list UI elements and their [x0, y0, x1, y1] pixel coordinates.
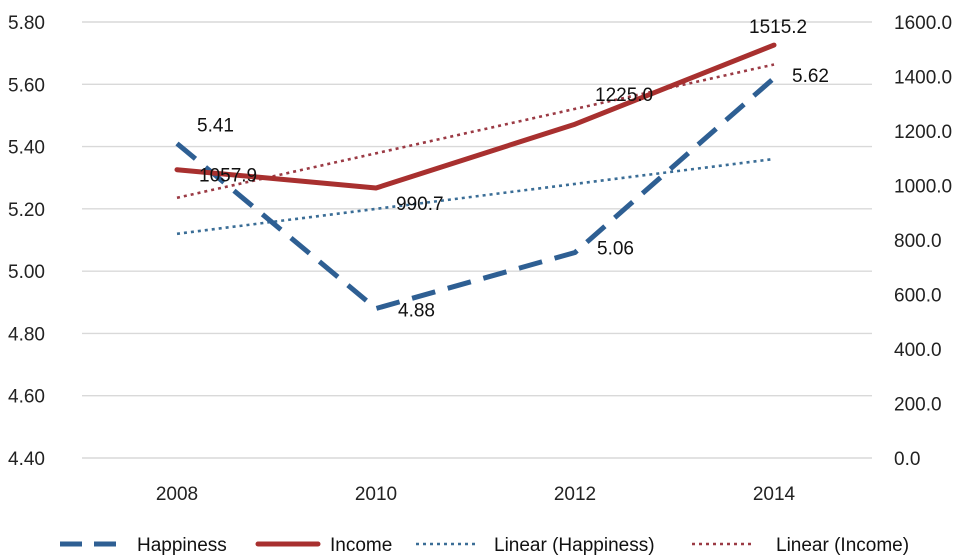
x-tick-label: 2010	[355, 484, 397, 505]
right-tick-label: 1400.0	[894, 68, 952, 89]
left-tick-label: 5.60	[8, 75, 45, 96]
left-tick-label: 5.80	[8, 13, 45, 34]
data-label: 990.7	[396, 194, 444, 215]
series-line-linear-happiness	[176, 157, 775, 236]
right-axis-ticks: 0.0 200.0 400.0 600.0 800.0 1000.0 1200.0 1400.…	[894, 13, 952, 470]
right-tick-label: 1600.0	[894, 13, 952, 34]
left-tick-label: 4.80	[8, 324, 45, 345]
data-label: 1515.2	[749, 17, 807, 38]
right-tick-label: 200.0	[894, 395, 942, 416]
x-tick-label: 2012	[554, 484, 596, 505]
legend-label: Happiness	[137, 535, 227, 556]
left-tick-label: 5.40	[8, 138, 45, 159]
legend-label: Linear (Income)	[776, 535, 909, 556]
data-label: 5.62	[792, 66, 829, 87]
x-tick-label: 2014	[753, 484, 796, 505]
right-tick-label: 400.0	[894, 340, 942, 361]
left-tick-label: 5.20	[8, 200, 45, 221]
data-label: 4.88	[398, 301, 435, 322]
right-tick-label: 600.0	[894, 286, 942, 307]
data-labels: 5.41 4.88 5.06 5.62 1057.9 990.7 1225.0 1515.2	[197, 17, 829, 321]
left-axis-ticks: 4.40 4.60 4.80 5.00 5.20 5.40 5.60 5.80	[8, 13, 45, 470]
series-line-happiness	[175, 76, 776, 312]
data-label: 5.41	[197, 115, 234, 136]
right-tick-label: 1000.0	[894, 177, 952, 198]
data-label: 1057.9	[199, 166, 257, 187]
right-tick-label: 0.0	[894, 449, 920, 470]
data-label: 5.06	[597, 238, 634, 259]
right-tick-label: 1200.0	[894, 122, 952, 143]
data-label: 1225.0	[595, 85, 653, 106]
right-tick-label: 800.0	[894, 231, 942, 252]
left-tick-label: 5.00	[8, 262, 45, 283]
legend: Happiness Income Linear (Happiness) Linear …	[60, 535, 909, 556]
left-tick-label: 4.40	[8, 449, 45, 470]
x-tick-label: 2008	[156, 484, 198, 505]
legend-label: Income	[330, 535, 392, 556]
series	[174, 42, 777, 312]
legend-label: Linear (Happiness)	[494, 535, 655, 556]
series-line-income	[174, 42, 777, 191]
grid	[82, 21, 872, 459]
x-axis-ticks: 2008 2010 2012 2014	[156, 484, 796, 505]
left-tick-label: 4.60	[8, 387, 45, 408]
